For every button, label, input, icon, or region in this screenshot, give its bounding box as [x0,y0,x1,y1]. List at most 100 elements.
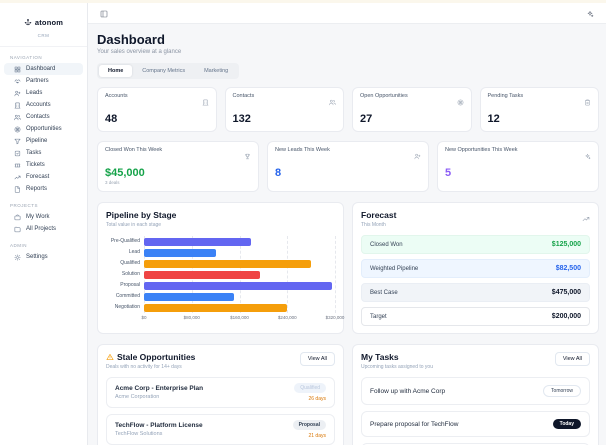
sidebar-item-label: Dashboard [26,66,56,72]
chart-gridline [335,236,336,313]
opportunity-company: Acme Corporation [115,394,160,400]
sidebar-item-tasks[interactable]: Tasks [4,147,83,159]
stale-days: 21 days [308,433,326,439]
task-item[interactable]: Follow up with Acme Corp Tomorrow [361,377,590,405]
building-icon [202,93,209,111]
topbar [88,3,606,24]
chart-bar-committed [144,292,234,301]
page-subtitle: Your sales overview at a glance [97,49,182,55]
sidebar-toggle-button[interactable] [98,4,110,23]
sidebar-item-my-work[interactable]: My Work [4,211,83,223]
handshake-icon [14,78,21,85]
stat-label: Contacts [232,93,255,99]
sidebar-item-label: Reports [26,186,48,192]
opportunity-item[interactable]: Acme Corp - Enterprise Plan Acme Corporat… [106,377,335,408]
stale-view-all-button[interactable]: View All [299,352,335,366]
top-strip [0,0,606,3]
chart-category-label: Negotiation [114,304,140,310]
stale-items: Acme Corp - Enterprise Plan Acme Corporat… [106,377,335,445]
tab-bar: Home Company Metrics Marketing [97,63,240,79]
stale-opportunities-card: Stale Opportunities Deals with no activi… [97,344,344,445]
building-icon [14,102,21,109]
trophy-icon [244,147,251,165]
chart-bar-row [144,236,335,247]
forecast-row-value: $125,000 [551,241,581,248]
tab-home[interactable]: Home [99,65,133,77]
sidebar-item-dashboard[interactable]: Dashboard [4,63,83,75]
sidebar-nav: Navigation Dashboard Partners Leads Accounts… [0,47,87,263]
stat-value: 48 [105,113,118,125]
stat-label: Pending Tasks [487,93,524,99]
stat-card-pending-tasks: Pending Tasks 12 [479,87,599,132]
due-badge: Today [552,419,581,429]
brand[interactable]: atonom CRM [0,9,87,47]
stat-card-open-opportunities: Open Opportunities 27 [352,87,472,132]
sidebar-section-projects: Projects [10,203,39,208]
users-icon [14,114,21,121]
forecast-title: Forecast [361,210,397,220]
tab-company-metrics[interactable]: Company Metrics [133,65,194,77]
brand-logo-icon [24,13,32,31]
chart-bar-lead [144,248,216,257]
gear-icon [14,253,21,261]
sidebar-item-contacts[interactable]: Contacts [4,111,83,123]
chart-plot-area: $0 $80,000 $160,000 $240,000 $320,000 [141,236,344,324]
sidebar-item-opportunities[interactable]: Opportunities [4,123,83,135]
chart-bar-solution [144,270,261,279]
chart-bar-negotiation [144,303,288,312]
forecast-row-best-case: Best Case $475,000 [361,283,590,302]
sidebar-item-all-projects[interactable]: All Projects [4,223,83,235]
tasks-view-all-button[interactable]: View All [554,352,590,366]
stat-label: Open Opportunities [360,93,408,99]
chart-x-tick-label: $80,000 [183,315,200,320]
chart-category-label: Pre-Qualified [110,238,140,244]
weekly-label: Closed Won This Week [105,147,163,153]
forecast-row-label: Closed Won [370,241,403,248]
due-badge: Tomorrow [543,385,581,397]
stage-badge: Qualified [294,383,326,393]
task-items: Follow up with Acme Corp Tomorrow Prepare … [361,377,590,445]
sidebar-item-label: Forecast [26,174,50,180]
stat-value: 12 [487,113,500,125]
weekly-subtext: 3 deals [105,180,120,185]
funnel-icon [14,138,21,145]
sidebar-item-label: Opportunities [26,126,62,132]
sidebar-item-settings[interactable]: Settings [4,251,83,263]
sidebar-item-partners[interactable]: Partners [4,75,83,87]
forecast-row-label: Weighted Pipeline [370,265,419,272]
sidebar-item-label: Settings [26,254,48,260]
sidebar-item-leads[interactable]: Leads [4,87,83,99]
chart-bar-row [144,269,335,280]
assistant-button[interactable] [584,4,596,23]
file-icon [14,185,21,193]
sidebar-item-forecast[interactable]: Forecast [4,171,83,183]
weekly-label: New Opportunities This Week [445,147,518,153]
pipeline-title: Pipeline by Stage [106,210,177,220]
stat-card-accounts: Accounts 48 [97,87,217,132]
sidebar-item-tickets[interactable]: Tickets [4,159,83,171]
sidebar-item-reports[interactable]: Reports [4,183,83,195]
sidebar-section-navigation: Navigation [10,55,43,60]
forecast-row-label: Target [370,313,387,320]
chart-bar-row [144,280,335,291]
sidebar-item-accounts[interactable]: Accounts [4,99,83,111]
sparkles-icon [584,147,591,165]
sidebar-item-label: Leads [26,90,43,96]
weekly-cards: Closed Won This Week $45,000 3 deals New Le… [97,141,599,192]
task-title: Follow up with Acme Corp [370,387,446,395]
forecast-row-weighted-pipeline: Weighted Pipeline $82,500 [361,259,590,278]
target-icon [457,93,464,111]
stat-value: 132 [232,113,251,125]
my-tasks-card: My Tasks Upcoming tasks assigned to you … [352,344,599,445]
opportunity-item[interactable]: TechFlow - Platform License TechFlow Solu… [106,414,335,445]
sidebar-item-label: Tickets [26,162,45,168]
warning-icon [106,353,114,361]
ticket-icon [14,162,21,169]
sidebar-item-label: Pipeline [26,138,48,144]
task-item[interactable]: Prepare proposal for TechFlow Today [361,411,590,437]
weekly-card-closed-won-this-week: Closed Won This Week $45,000 3 deals [97,141,259,192]
tab-marketing[interactable]: Marketing [195,65,237,77]
sidebar-item-pipeline[interactable]: Pipeline [4,135,83,147]
stage-badge: Proposal [292,420,326,430]
chart-bar-proposal [144,281,333,290]
